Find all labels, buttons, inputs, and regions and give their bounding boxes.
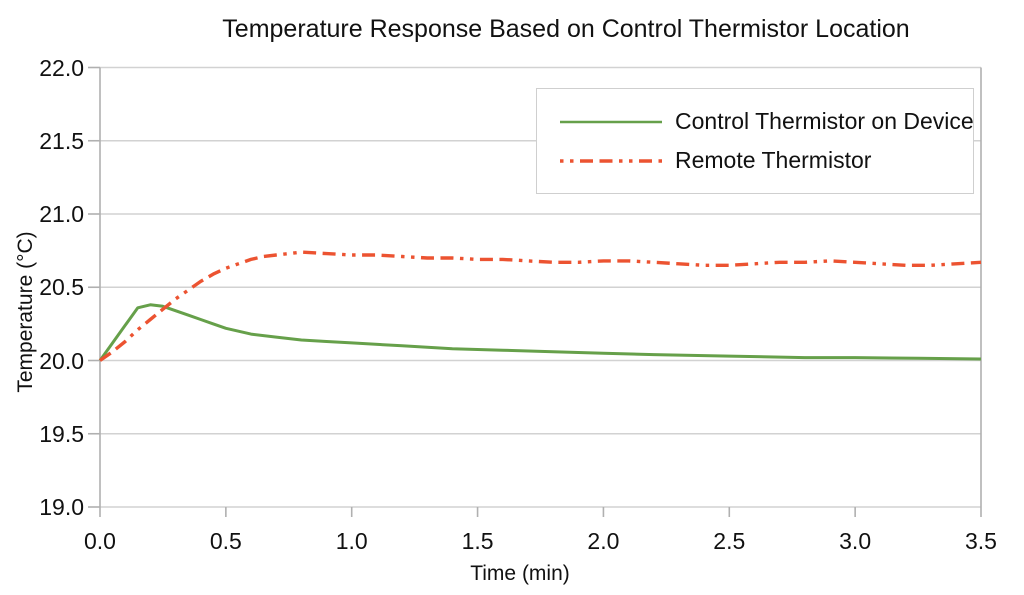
- y-tick-label: 20.0: [39, 347, 84, 374]
- x-tick-label: 3.5: [965, 528, 997, 554]
- x-tick-label: 2.0: [587, 528, 620, 554]
- legend: Control Thermistor on Device Remote Ther…: [536, 88, 974, 194]
- x-axis-title: Time (min): [470, 562, 570, 585]
- x-tick-label: 3.0: [839, 528, 872, 554]
- series-line-remote-thermistor: [99, 250, 982, 362]
- y-tick-label: 22.0: [39, 54, 84, 81]
- y-tick-label: 21.0: [39, 201, 84, 227]
- y-tick-label: 19.5: [39, 420, 84, 447]
- legend-line-sample-solid-icon: [560, 120, 662, 123]
- legend-label-control-thermistor: Control Thermistor on Device: [675, 108, 974, 134]
- y-tick-label: 21.5: [39, 127, 84, 154]
- x-tick-label: 0.5: [209, 528, 242, 554]
- legend-item-remote-thermistor: Remote Thermistor: [560, 147, 973, 174]
- series-line-control-thermistor: [98, 303, 982, 362]
- chart-title: Temperature Response Based on Control Th…: [222, 15, 910, 43]
- y-tick-label: 20.5: [39, 274, 84, 301]
- x-tick-label: 2.5: [713, 528, 746, 554]
- legend-label-remote-thermistor: Remote Thermistor: [675, 147, 872, 173]
- x-tick-label: 1.0: [335, 528, 368, 554]
- x-tick-label: 1.5: [461, 528, 494, 554]
- y-tick-label: 19.0: [39, 494, 84, 520]
- legend-item-control-thermistor: Control Thermistor on Device: [560, 108, 974, 135]
- legend-line-sample-dashed-icon: [560, 158, 662, 163]
- x-tick-label: 0.0: [84, 528, 116, 554]
